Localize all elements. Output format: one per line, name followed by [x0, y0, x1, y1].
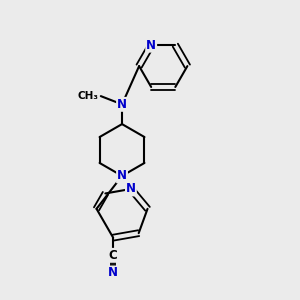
- Text: CH₃: CH₃: [77, 91, 98, 101]
- Text: N: N: [117, 98, 127, 111]
- Text: N: N: [117, 169, 127, 182]
- Text: N: N: [146, 39, 156, 52]
- Text: N: N: [126, 182, 136, 196]
- Text: C: C: [109, 249, 118, 262]
- Text: N: N: [108, 266, 118, 280]
